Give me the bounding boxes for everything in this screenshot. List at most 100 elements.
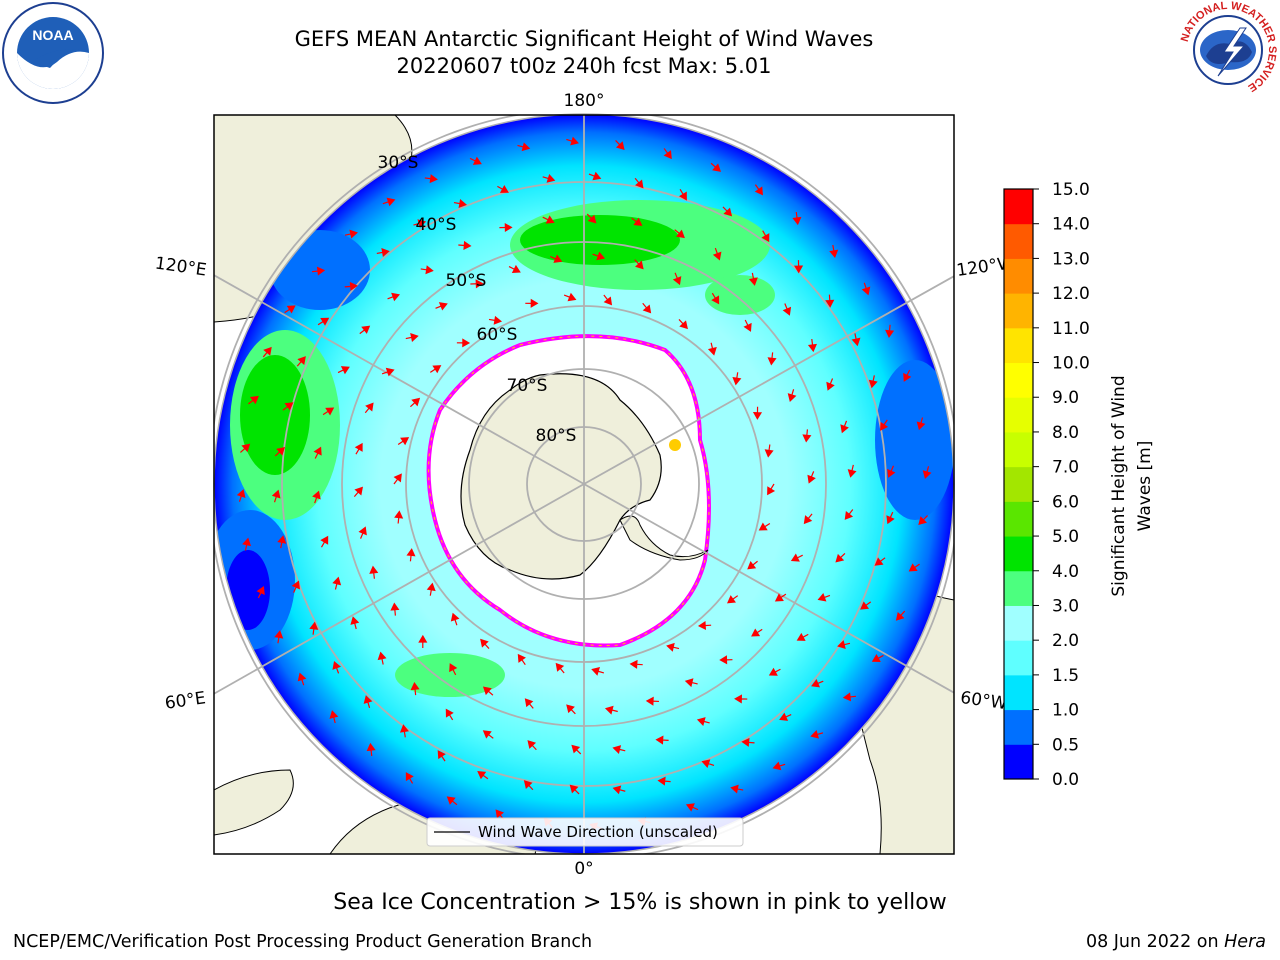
wind-wave-arrow bbox=[523, 780, 534, 791]
wind-wave-arrow bbox=[764, 444, 774, 458]
colorbar-tick-label: 9.0 bbox=[1052, 388, 1079, 408]
wind-wave-arrow bbox=[488, 315, 503, 325]
wind-wave-arrow bbox=[772, 761, 786, 771]
lon-label-120e: 120°E bbox=[154, 254, 208, 281]
wind-wave-arrow bbox=[642, 302, 652, 314]
wind-wave-arrow bbox=[672, 272, 682, 286]
wind-wave-arrow bbox=[787, 389, 797, 402]
lat-label-70s: 70°S bbox=[507, 376, 548, 396]
wind-wave-arrow bbox=[779, 712, 792, 721]
wind-wave-arrow bbox=[458, 240, 472, 250]
wind-wave-arrow bbox=[634, 177, 644, 189]
wind-wave-arrow bbox=[566, 704, 576, 715]
wind-wave-arrow bbox=[393, 473, 402, 485]
wind-wave-arrow bbox=[712, 247, 722, 261]
wind-wave-arrow bbox=[390, 602, 400, 616]
wind-wave-arrow bbox=[743, 319, 752, 332]
colorbar-title-line2: Waves [m] bbox=[1135, 441, 1155, 532]
wind-wave-arrow bbox=[322, 407, 335, 416]
footer-host: Hera bbox=[1224, 932, 1266, 952]
colorbar-swatch bbox=[1004, 431, 1033, 468]
wind-wave-arrow bbox=[767, 483, 776, 496]
wind-wave-arrow bbox=[588, 171, 602, 181]
wind-wave-arrow bbox=[445, 708, 454, 721]
colorbar-tick-label: 1.5 bbox=[1052, 666, 1079, 686]
wind-wave-arrow bbox=[311, 266, 326, 276]
colorbar-swatch bbox=[1004, 397, 1033, 433]
wind-wave-arrow bbox=[792, 211, 802, 226]
wind-wave-arrow bbox=[497, 184, 509, 193]
wind-wave-arrow bbox=[271, 489, 281, 503]
colorbar-swatch bbox=[1004, 293, 1033, 329]
wind-wave-arrow bbox=[397, 437, 410, 446]
wind-wave-arrow bbox=[527, 740, 537, 751]
wind-wave-arrow bbox=[377, 651, 387, 665]
wind-wave-arrow bbox=[794, 260, 804, 274]
wind-wave-arrow bbox=[240, 443, 251, 453]
noaa-logo-text: NOAA bbox=[32, 27, 73, 43]
wind-wave-arrow bbox=[329, 710, 339, 724]
wind-wave-arrow bbox=[381, 367, 395, 377]
wind-wave-arrow bbox=[629, 659, 643, 669]
wind-wave-arrow bbox=[477, 771, 489, 780]
colorbar-tick-label: 5.0 bbox=[1052, 527, 1079, 547]
wind-wave-arrow bbox=[320, 535, 329, 548]
colorbar-tick-label: 10.0 bbox=[1052, 354, 1090, 374]
wind-wave-arrow bbox=[456, 338, 471, 348]
wind-wave-arrow bbox=[435, 302, 448, 311]
wind-wave-arrow bbox=[868, 375, 878, 389]
lat-label-30s: 30°S bbox=[378, 153, 419, 173]
wind-wave-arrow bbox=[376, 248, 390, 257]
wind-wave-arrow bbox=[885, 324, 895, 338]
colorbar-tick-label: 6.0 bbox=[1052, 492, 1079, 512]
wind-wave-arrow bbox=[851, 333, 861, 347]
wind-wave-arrow bbox=[332, 660, 341, 674]
wind-wave-arrow bbox=[732, 372, 742, 386]
colorbar-tick-label: 15.0 bbox=[1052, 180, 1090, 200]
lon-label-0: 0° bbox=[574, 859, 593, 879]
wind-wave-arrow bbox=[634, 259, 644, 270]
colorbar-swatch bbox=[1004, 466, 1033, 502]
wind-wave-arrow bbox=[768, 667, 781, 676]
colorbar-swatch bbox=[1004, 709, 1033, 745]
wind-wave-arrow bbox=[825, 294, 835, 308]
footer-date: 08 Jun 2022 on Hera bbox=[1086, 932, 1266, 952]
wind-wave-arrow bbox=[296, 356, 306, 367]
wind-wave-arrow bbox=[313, 446, 322, 459]
colorbar-tick-label: 4.0 bbox=[1052, 562, 1079, 582]
wind-wave-arrow bbox=[802, 429, 812, 443]
wind-wave-arrow bbox=[918, 515, 928, 525]
wind-wave-arrows bbox=[236, 136, 932, 832]
wind-wave-arrow bbox=[405, 333, 419, 342]
wind-wave-arrow bbox=[922, 466, 932, 480]
wind-wave-arrow bbox=[563, 292, 577, 302]
wind-wave-arrow bbox=[405, 772, 414, 784]
colorbar-tick-label: 2.0 bbox=[1052, 631, 1079, 651]
map-frame bbox=[213, 114, 955, 855]
wind-wave-arrow bbox=[842, 692, 857, 702]
colorbar-tick-label: 8.0 bbox=[1052, 423, 1079, 443]
wind-wave-arrow bbox=[810, 729, 824, 739]
colorbar-swatch bbox=[1004, 640, 1033, 676]
wind-wave-arrow bbox=[242, 537, 252, 551]
wind-wave-arrow bbox=[344, 281, 358, 291]
wind-wave-arrow bbox=[751, 628, 763, 637]
wind-wave-arrow bbox=[363, 695, 373, 709]
wind-wave-arrow bbox=[645, 696, 659, 706]
wind-wave-arrow bbox=[406, 548, 416, 562]
lat-label-50s: 50°S bbox=[446, 271, 487, 291]
wind-wave-arrow bbox=[684, 678, 698, 688]
wind-wave-arrow bbox=[508, 264, 521, 274]
colorbar-tick-label: 0.5 bbox=[1052, 735, 1079, 755]
wind-wave-arrow bbox=[429, 365, 442, 374]
wind-wave-arrow bbox=[678, 319, 688, 330]
wind-wave-arrow bbox=[741, 737, 755, 747]
wave-patch-lowest-west bbox=[226, 550, 270, 630]
wind-wave-arrow bbox=[719, 655, 733, 665]
wind-wave-arrow bbox=[542, 174, 556, 183]
wind-wave-arrow bbox=[517, 142, 531, 152]
graticule bbox=[214, 115, 954, 854]
wave-patch-indian-core bbox=[240, 355, 310, 475]
wind-wave-arrow bbox=[701, 759, 715, 769]
colorbar-swatch bbox=[1004, 223, 1033, 259]
